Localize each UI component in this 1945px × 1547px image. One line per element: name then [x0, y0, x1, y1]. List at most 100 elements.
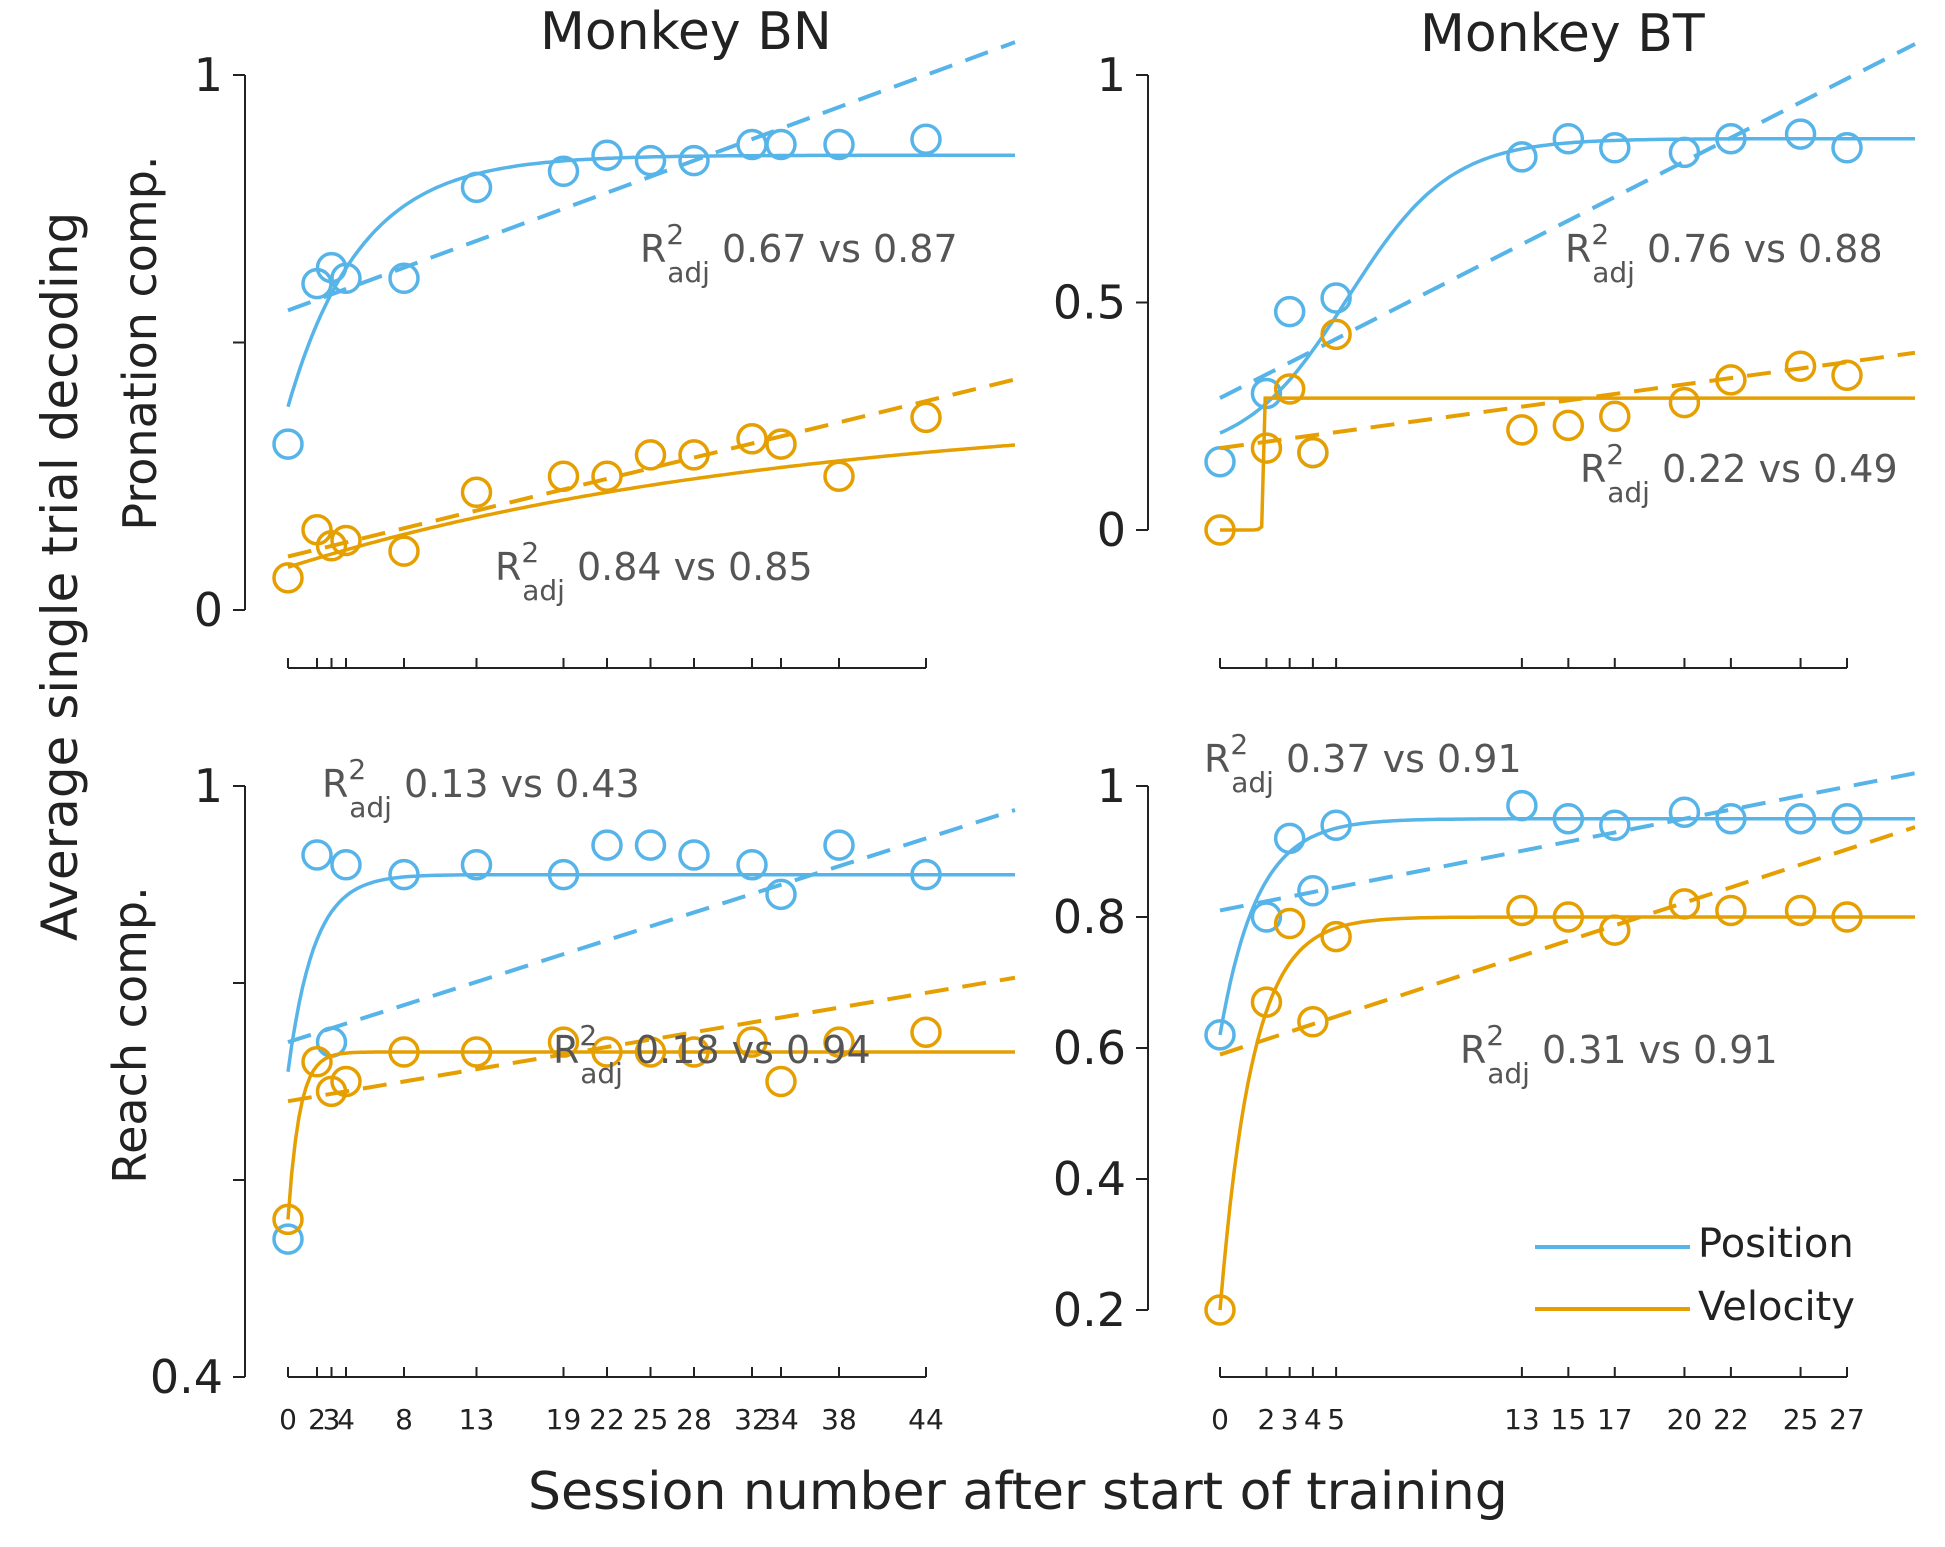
data-point-velocity [1273, 907, 1306, 940]
data-point-velocity [823, 1026, 855, 1058]
data-point-velocity [547, 460, 580, 492]
data-point-velocity [315, 530, 348, 562]
x-tick-label: 8 [395, 1403, 413, 1436]
y-tick-label: 0.6 [1053, 1021, 1126, 1075]
data-point-velocity [1204, 1294, 1236, 1326]
data-point-position [1273, 822, 1306, 855]
data-point-position [1320, 809, 1352, 842]
data-point-position [1506, 141, 1538, 173]
data-point-velocity [388, 1036, 420, 1068]
nonlinear-fit-velocity [287, 443, 1016, 569]
x-tick-label: 0 [279, 1403, 297, 1436]
y-tick-label: 1 [194, 759, 223, 813]
data-point-position [330, 262, 362, 295]
data-point-position [678, 144, 710, 177]
x-tick-label: 32 [734, 1403, 770, 1436]
data-point-position [1599, 132, 1631, 164]
x-tick-label: 3 [1281, 1403, 1299, 1436]
x-tick-label: 38 [821, 1403, 857, 1436]
figure-xlabel: Session number after start of training [528, 1462, 1508, 1522]
data-point-position [547, 155, 580, 188]
data-point-velocity [1715, 894, 1747, 927]
y-tick-label: 0.8 [1053, 890, 1126, 944]
data-point-velocity [272, 562, 304, 594]
data-point-position [591, 829, 623, 861]
data-point-velocity [1320, 318, 1352, 351]
annotation-r2-velocity: R2 adj0.84 vs 0.85 [495, 536, 813, 607]
data-point-position [823, 128, 855, 161]
x-tick-label: 4 [1304, 1403, 1322, 1436]
y-tick-label: 0.2 [1053, 1283, 1126, 1337]
data-point-position [301, 267, 333, 300]
nonlinear-fit-position [1218, 817, 1915, 1036]
data-point-velocity [591, 1036, 623, 1068]
data-point-velocity [301, 514, 333, 546]
data-point-position [460, 849, 493, 881]
data-point-velocity [1831, 901, 1863, 933]
x-tick-label: 13 [459, 1403, 495, 1436]
annotation-r2-velocity: R2 adj0.22 vs 0.49 [1580, 438, 1898, 509]
x-tick-label: 25 [633, 1403, 669, 1436]
data-point-velocity [1506, 894, 1538, 927]
annotation-r2-position: R2 adj0.13 vs 0.43 [322, 753, 640, 824]
data-point-velocity [460, 1036, 493, 1068]
data-point-velocity [1250, 432, 1283, 464]
x-tick-label: 27 [1829, 1403, 1865, 1436]
x-tick-label: 15 [1551, 1403, 1587, 1436]
panel-title-bn: Monkey BN [540, 2, 832, 62]
nonlinear-fit-position [1219, 136, 1915, 435]
data-point-velocity [736, 1026, 768, 1058]
linear-fit-velocity [1219, 825, 1916, 1057]
data-point-velocity [765, 1065, 797, 1098]
data-point-position [910, 123, 942, 155]
data-point-position [272, 428, 304, 460]
data-point-position [634, 829, 667, 861]
data-point-position [1831, 803, 1863, 835]
data-point-position [765, 878, 797, 911]
data-point-velocity [1668, 888, 1701, 920]
data-point-position [1784, 118, 1817, 150]
x-tick-label: 20 [1667, 1403, 1703, 1436]
data-point-velocity [1715, 364, 1747, 396]
data-point-position [634, 144, 667, 177]
y-tick-label: 0 [194, 583, 223, 637]
legend-velocity-label: Velocity [1698, 1284, 1855, 1330]
y-tick-label: 1 [194, 48, 223, 102]
x-tick-label: 44 [908, 1403, 944, 1436]
data-point-velocity [1506, 414, 1538, 446]
data-point-velocity [1784, 894, 1817, 927]
panel-top-right: 0 0.5 1 R2 adj0.76 vs 0.88 R2 adj0.22 vs 0.49 [1053, 42, 1916, 669]
annotation-r2-position: R2 adj0.37 vs 0.91 [1204, 728, 1522, 799]
data-point-velocity [1784, 350, 1817, 382]
data-point-position [678, 839, 710, 871]
data-point-position [765, 128, 797, 161]
legend-position-label: Position [1698, 1221, 1854, 1267]
data-point-position [547, 858, 580, 891]
linear-fit-position [287, 808, 1016, 1045]
data-point-velocity [1320, 920, 1352, 953]
x-tick-label: 3 [323, 1403, 341, 1436]
x-tick-label: 34 [763, 1403, 799, 1436]
data-point-velocity [1250, 986, 1283, 1018]
data-point-velocity [301, 1046, 333, 1078]
panel-title-bt: Monkey BT [1420, 4, 1705, 64]
nonlinear-fit-position [286, 872, 1015, 1072]
annotation-r2-position: R2 adj0.76 vs 0.88 [1565, 218, 1883, 289]
x-tick-label: 4 [337, 1403, 355, 1436]
data-point-velocity [823, 460, 855, 492]
data-point-position [1273, 295, 1306, 328]
x-tick-label: 22 [1713, 1403, 1749, 1436]
data-point-velocity [765, 428, 797, 460]
data-point-velocity [330, 524, 362, 557]
data-point-velocity [272, 1203, 304, 1236]
data-point-velocity [1297, 436, 1329, 469]
data-point-velocity [1599, 400, 1631, 432]
data-point-position [1204, 1019, 1236, 1051]
data-point-velocity [1668, 386, 1701, 419]
nonlinear-fit-position [286, 153, 1015, 408]
linear-fit-velocity [287, 377, 1016, 559]
data-point-position [736, 849, 768, 881]
y-tick-label: 1 [1097, 48, 1126, 102]
